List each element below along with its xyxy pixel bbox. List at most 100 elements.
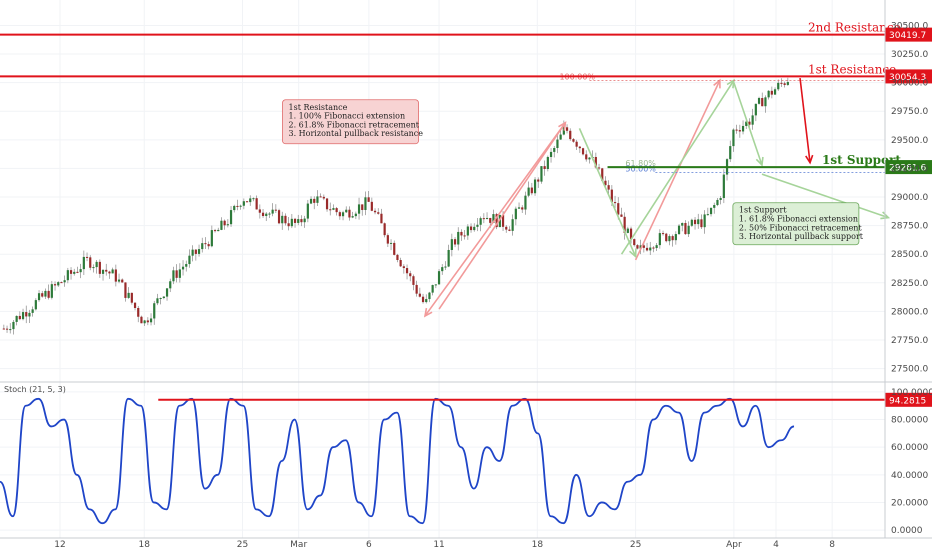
target-arrow — [799, 77, 811, 163]
price-tick-label: 28750.0 — [891, 222, 928, 232]
candle-body — [415, 284, 418, 294]
level-value-label: 30054.3 — [889, 73, 926, 83]
level-value-label: 30419.7 — [889, 31, 926, 41]
candle-body — [607, 185, 610, 190]
stoch-tick-label: 20.0000 — [891, 498, 928, 508]
candle-body — [735, 129, 738, 131]
stoch-title: Stoch (21, 5, 3) — [4, 385, 66, 394]
candle-body — [60, 282, 63, 284]
candle-body — [111, 269, 114, 274]
level-name-label: 1st Support — [822, 153, 901, 167]
candle-body — [217, 229, 220, 232]
projection-arrow-red-head — [713, 78, 721, 89]
candle-body — [2, 328, 5, 330]
candle-body — [498, 214, 501, 228]
stoch-tick-label: 80.0000 — [891, 416, 928, 426]
candle-body — [25, 312, 28, 317]
note-line: 3. Horizontal pullback resistance — [289, 129, 424, 138]
candle-body — [165, 288, 169, 297]
candle-body — [329, 209, 332, 211]
candle-body — [351, 216, 354, 218]
price-tick-label: 28250.0 — [891, 279, 928, 289]
time-tick-label: Apr — [726, 540, 742, 550]
candle-body — [213, 230, 217, 232]
candle-body — [114, 269, 117, 282]
candle-body — [767, 90, 770, 98]
candle-body — [437, 271, 441, 285]
candle-body — [47, 290, 50, 298]
time-tick-label: 11 — [433, 540, 444, 550]
candle-body — [748, 121, 751, 125]
candle-body — [556, 139, 559, 149]
candle-body — [239, 205, 242, 207]
candle-body — [287, 223, 290, 227]
candle-body — [137, 307, 140, 317]
candle-body — [322, 196, 325, 199]
candle-body — [421, 296, 425, 303]
projection-arrow-green — [761, 173, 889, 219]
candle-body — [409, 273, 412, 277]
candle-body — [380, 213, 383, 224]
candle-body — [146, 320, 149, 323]
candle-body — [565, 127, 569, 131]
price-tick-label: 27500.0 — [891, 365, 928, 375]
candle-body — [469, 226, 473, 231]
candle-body — [697, 219, 700, 225]
candle-body — [210, 230, 213, 247]
candle-body — [245, 201, 249, 203]
candle-body — [668, 236, 671, 242]
candle-body — [594, 156, 597, 168]
candle-body — [706, 214, 709, 216]
projection-arrow-green — [733, 82, 763, 166]
price-tick-label: 28500.0 — [891, 250, 928, 260]
price-tick-label: 30000.0 — [891, 79, 928, 89]
candle-body — [633, 239, 636, 246]
candle-body — [34, 300, 37, 310]
candle-body — [533, 179, 537, 194]
candle-body — [783, 83, 786, 85]
candle-body — [732, 129, 735, 147]
candle-body — [181, 266, 185, 270]
candle-body — [681, 222, 684, 226]
candle-body — [703, 214, 706, 228]
candle-body — [265, 213, 268, 217]
candle-body — [645, 247, 649, 251]
stoch-level-tag — [885, 392, 932, 407]
candle-body — [463, 235, 466, 237]
candle-body — [754, 103, 757, 116]
candle-body — [665, 233, 668, 242]
candle-body — [229, 210, 233, 225]
projection-arrow-red-head — [423, 307, 433, 318]
candle-body — [50, 284, 53, 298]
candle-body — [233, 205, 236, 211]
candle-body — [396, 254, 399, 260]
time-tick-label: 18 — [139, 540, 151, 550]
price-tick-label: 29750.0 — [891, 107, 928, 117]
level-value-label: 29261.6 — [889, 164, 926, 174]
candle-body — [655, 245, 658, 249]
candle-body — [687, 225, 690, 235]
candle-body — [508, 229, 511, 231]
level-value-tag — [885, 69, 932, 84]
stoch-line — [0, 397, 795, 525]
candle-body — [751, 115, 754, 125]
candle-body — [479, 218, 482, 225]
candle-body — [226, 224, 229, 226]
candle-body — [76, 271, 79, 273]
candle-body — [277, 210, 281, 224]
candle-body — [610, 189, 613, 203]
candle-body — [178, 269, 181, 278]
candle-body — [12, 321, 15, 330]
candle-body — [729, 146, 732, 160]
candle-body — [444, 266, 447, 268]
candle-body — [722, 174, 725, 199]
projection-arrow-red — [634, 79, 721, 261]
candle-body — [690, 219, 693, 226]
candle-body — [575, 141, 578, 147]
candle-body — [428, 292, 431, 300]
candle-body — [489, 217, 492, 223]
time-tick-label: 25 — [237, 540, 248, 550]
candle-body — [581, 148, 585, 155]
